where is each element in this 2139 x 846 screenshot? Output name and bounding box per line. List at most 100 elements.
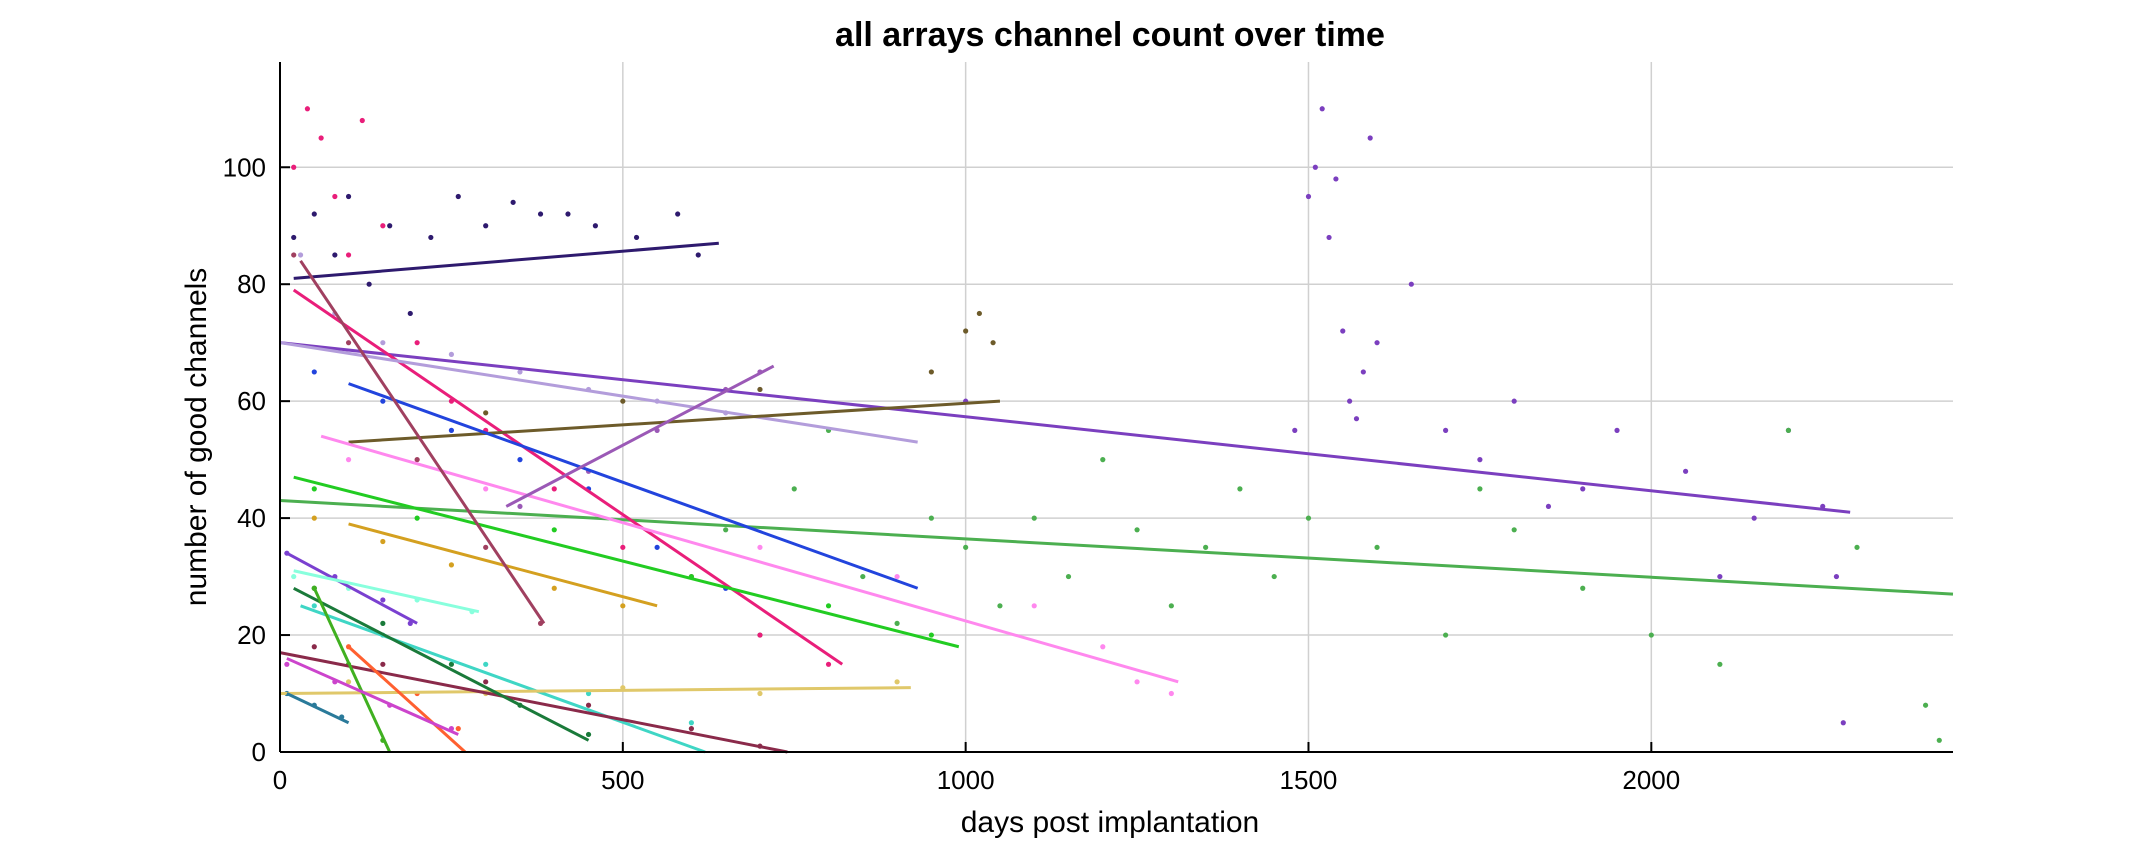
data-point <box>380 597 386 603</box>
data-point <box>1353 416 1360 422</box>
data-point <box>688 720 694 726</box>
data-point <box>1374 544 1380 550</box>
data-point <box>291 573 297 580</box>
data-point <box>311 369 317 375</box>
data-point <box>1333 176 1339 182</box>
data-point <box>997 603 1003 609</box>
data-point <box>448 661 455 667</box>
data-point <box>1922 702 1929 708</box>
data-point <box>380 223 386 229</box>
fit-line <box>279 341 918 444</box>
data-point <box>1203 544 1209 550</box>
fit-line <box>279 651 788 754</box>
data-point <box>1443 632 1449 638</box>
data-point <box>551 486 557 492</box>
data-point <box>345 457 352 463</box>
data-point <box>332 193 338 200</box>
x-tick-label: 500 <box>601 765 644 795</box>
data-point <box>537 211 544 217</box>
data-point <box>483 223 489 229</box>
data-point <box>1134 527 1140 533</box>
fit-line <box>348 522 658 608</box>
data-point <box>825 661 832 667</box>
data-point <box>517 503 523 510</box>
fit-line <box>347 645 467 754</box>
data-point <box>928 515 934 521</box>
data-point <box>380 340 386 346</box>
data-point <box>428 234 434 241</box>
tick-labels: 0 500 1000 1500 2000 0 20 40 60 80 100 <box>223 152 1681 795</box>
y-tick-label: 40 <box>237 503 266 533</box>
data-point <box>359 117 365 124</box>
fit-line <box>279 686 911 696</box>
data-point <box>695 252 701 258</box>
data-point <box>483 544 489 550</box>
fit-line <box>293 475 960 649</box>
data-point <box>928 369 934 375</box>
data-point <box>654 544 660 550</box>
data-point <box>380 398 386 404</box>
data-point <box>1785 427 1792 433</box>
data-point <box>688 726 694 732</box>
data-point <box>483 679 489 685</box>
fit-line <box>279 341 1851 514</box>
data-point <box>620 544 626 550</box>
data-point <box>1271 573 1277 580</box>
y-tick-label: 20 <box>237 620 266 650</box>
data-point <box>380 661 386 667</box>
data-point <box>414 340 420 346</box>
data-point <box>1717 573 1723 580</box>
x-tick-label: 2000 <box>1622 765 1680 795</box>
data-point <box>860 573 866 580</box>
data-point <box>311 603 317 609</box>
fit-lines <box>279 241 1954 754</box>
data-point <box>448 562 455 568</box>
data-point <box>380 620 386 626</box>
data-point <box>297 252 304 258</box>
data-point <box>1326 234 1332 241</box>
data-point <box>757 632 763 638</box>
data-point <box>1648 632 1654 638</box>
data-point <box>1614 427 1620 433</box>
data-point <box>345 679 352 685</box>
data-point <box>414 515 420 521</box>
fit-line <box>348 382 919 590</box>
data-point <box>517 457 523 463</box>
data-point <box>1511 398 1517 404</box>
data-point <box>1374 340 1380 346</box>
data-point <box>1134 679 1140 685</box>
fit-line <box>505 364 775 508</box>
data-point <box>1408 281 1414 287</box>
data-point <box>1840 720 1846 726</box>
data-point <box>757 386 763 393</box>
data-point <box>517 369 523 375</box>
data-point <box>894 620 900 626</box>
data-point <box>291 164 297 170</box>
data-point <box>1477 486 1483 492</box>
data-point <box>1580 486 1586 492</box>
data-point <box>1717 661 1723 667</box>
data-point <box>585 702 592 708</box>
data-point <box>1031 603 1037 609</box>
data-point <box>291 234 297 241</box>
data-point <box>585 690 592 697</box>
data-point <box>345 252 352 258</box>
fit-line <box>279 499 1954 596</box>
y-tick-label: 0 <box>252 737 266 767</box>
data-point <box>407 310 413 317</box>
data-point <box>620 603 626 609</box>
data-point <box>757 544 763 550</box>
data-point <box>1367 135 1373 141</box>
fit-line <box>286 692 350 725</box>
data-point <box>1100 644 1106 650</box>
data-point <box>1031 515 1037 521</box>
axes <box>279 62 1953 753</box>
data-point <box>963 328 969 334</box>
data-point <box>565 211 571 217</box>
y-tick-label: 100 <box>223 152 266 182</box>
fit-line <box>293 241 719 280</box>
fit-line <box>348 399 1001 444</box>
fit-line <box>286 657 459 736</box>
data-point <box>483 486 489 492</box>
